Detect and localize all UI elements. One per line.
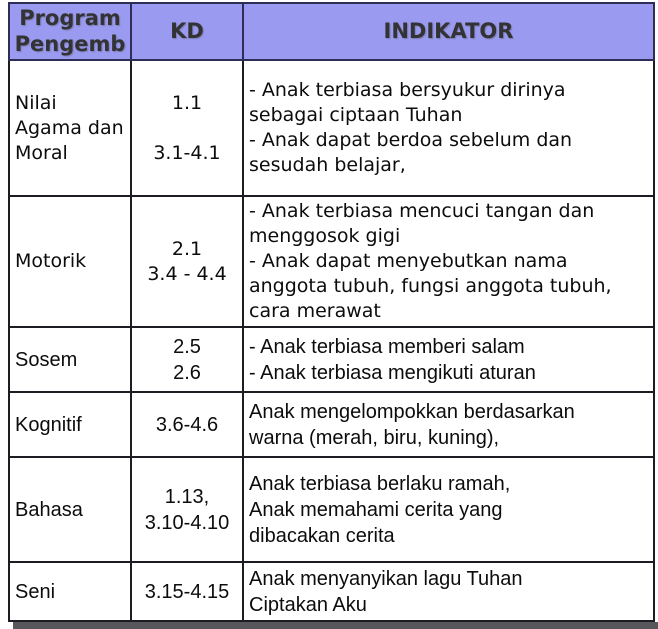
kd-cell: 2.5 2.6 <box>130 326 244 394</box>
indikator-cell: Anak terbiasa berlaku ramah, Anak memaha… <box>242 456 655 564</box>
indikator-cell: - Anak terbiasa mencuci tangan dan mengg… <box>242 195 655 329</box>
program-cell: Sosem <box>8 326 132 394</box>
kd-indikator-table: Program Pengemb KD INDIKATOR Nilai Agama… <box>8 1 655 623</box>
header-cell-indikator: INDIKATOR <box>242 1 655 62</box>
program-cell: Seni <box>8 561 132 623</box>
indikator-cell: - Anak terbiasa bersyukur dirinya sebaga… <box>242 59 655 198</box>
program-cell: Nilai Agama dan Moral <box>8 59 132 198</box>
program-cell: Motorik <box>8 195 132 329</box>
kd-cell: 3.15-4.15 <box>130 561 244 623</box>
program-cell: Kognitif <box>8 391 132 459</box>
indikator-cell: Anak mengelompokkan berdasarkan warna (m… <box>242 391 655 459</box>
program-cell: Bahasa <box>8 456 132 564</box>
table-row-kognitif: Kognitif 3.6-4.6 Anak mengelompokkan ber… <box>8 391 655 459</box>
header-row: Program Pengemb KD INDIKATOR <box>8 1 655 62</box>
table-row-bahasa: Bahasa 1.13, 3.10-4.10 Anak terbiasa ber… <box>8 456 655 564</box>
kd-cell: 1.13, 3.10-4.10 <box>130 456 244 564</box>
kd-cell: 2.1 3.4 - 4.4 <box>130 195 244 329</box>
kd-indikator-table-wrapper: Program Pengemb KD INDIKATOR Nilai Agama… <box>8 1 658 629</box>
kd-cell: 1.1 3.1-4.1 <box>130 59 244 198</box>
table-row-motorik: Motorik 2.1 3.4 - 4.4 - Anak terbiasa me… <box>8 195 655 329</box>
indikator-cell: Anak menyanyikan lagu Tuhan Ciptakan Aku <box>242 561 655 623</box>
indikator-cell: - Anak terbiasa memberi salam - Anak ter… <box>242 326 655 394</box>
kd-cell: 3.6-4.6 <box>130 391 244 459</box>
table-row-seni: Seni 3.15-4.15 Anak menyanyikan lagu Tuh… <box>8 561 655 623</box>
header-cell-program-pengemb: Program Pengemb <box>8 1 132 62</box>
table-row-nilai-agama-moral: Nilai Agama dan Moral 1.1 3.1-4.1 - Anak… <box>8 59 655 198</box>
table-row-sosem: Sosem 2.5 2.6 - Anak terbiasa memberi sa… <box>8 326 655 394</box>
header-cell-kd: KD <box>130 1 244 62</box>
